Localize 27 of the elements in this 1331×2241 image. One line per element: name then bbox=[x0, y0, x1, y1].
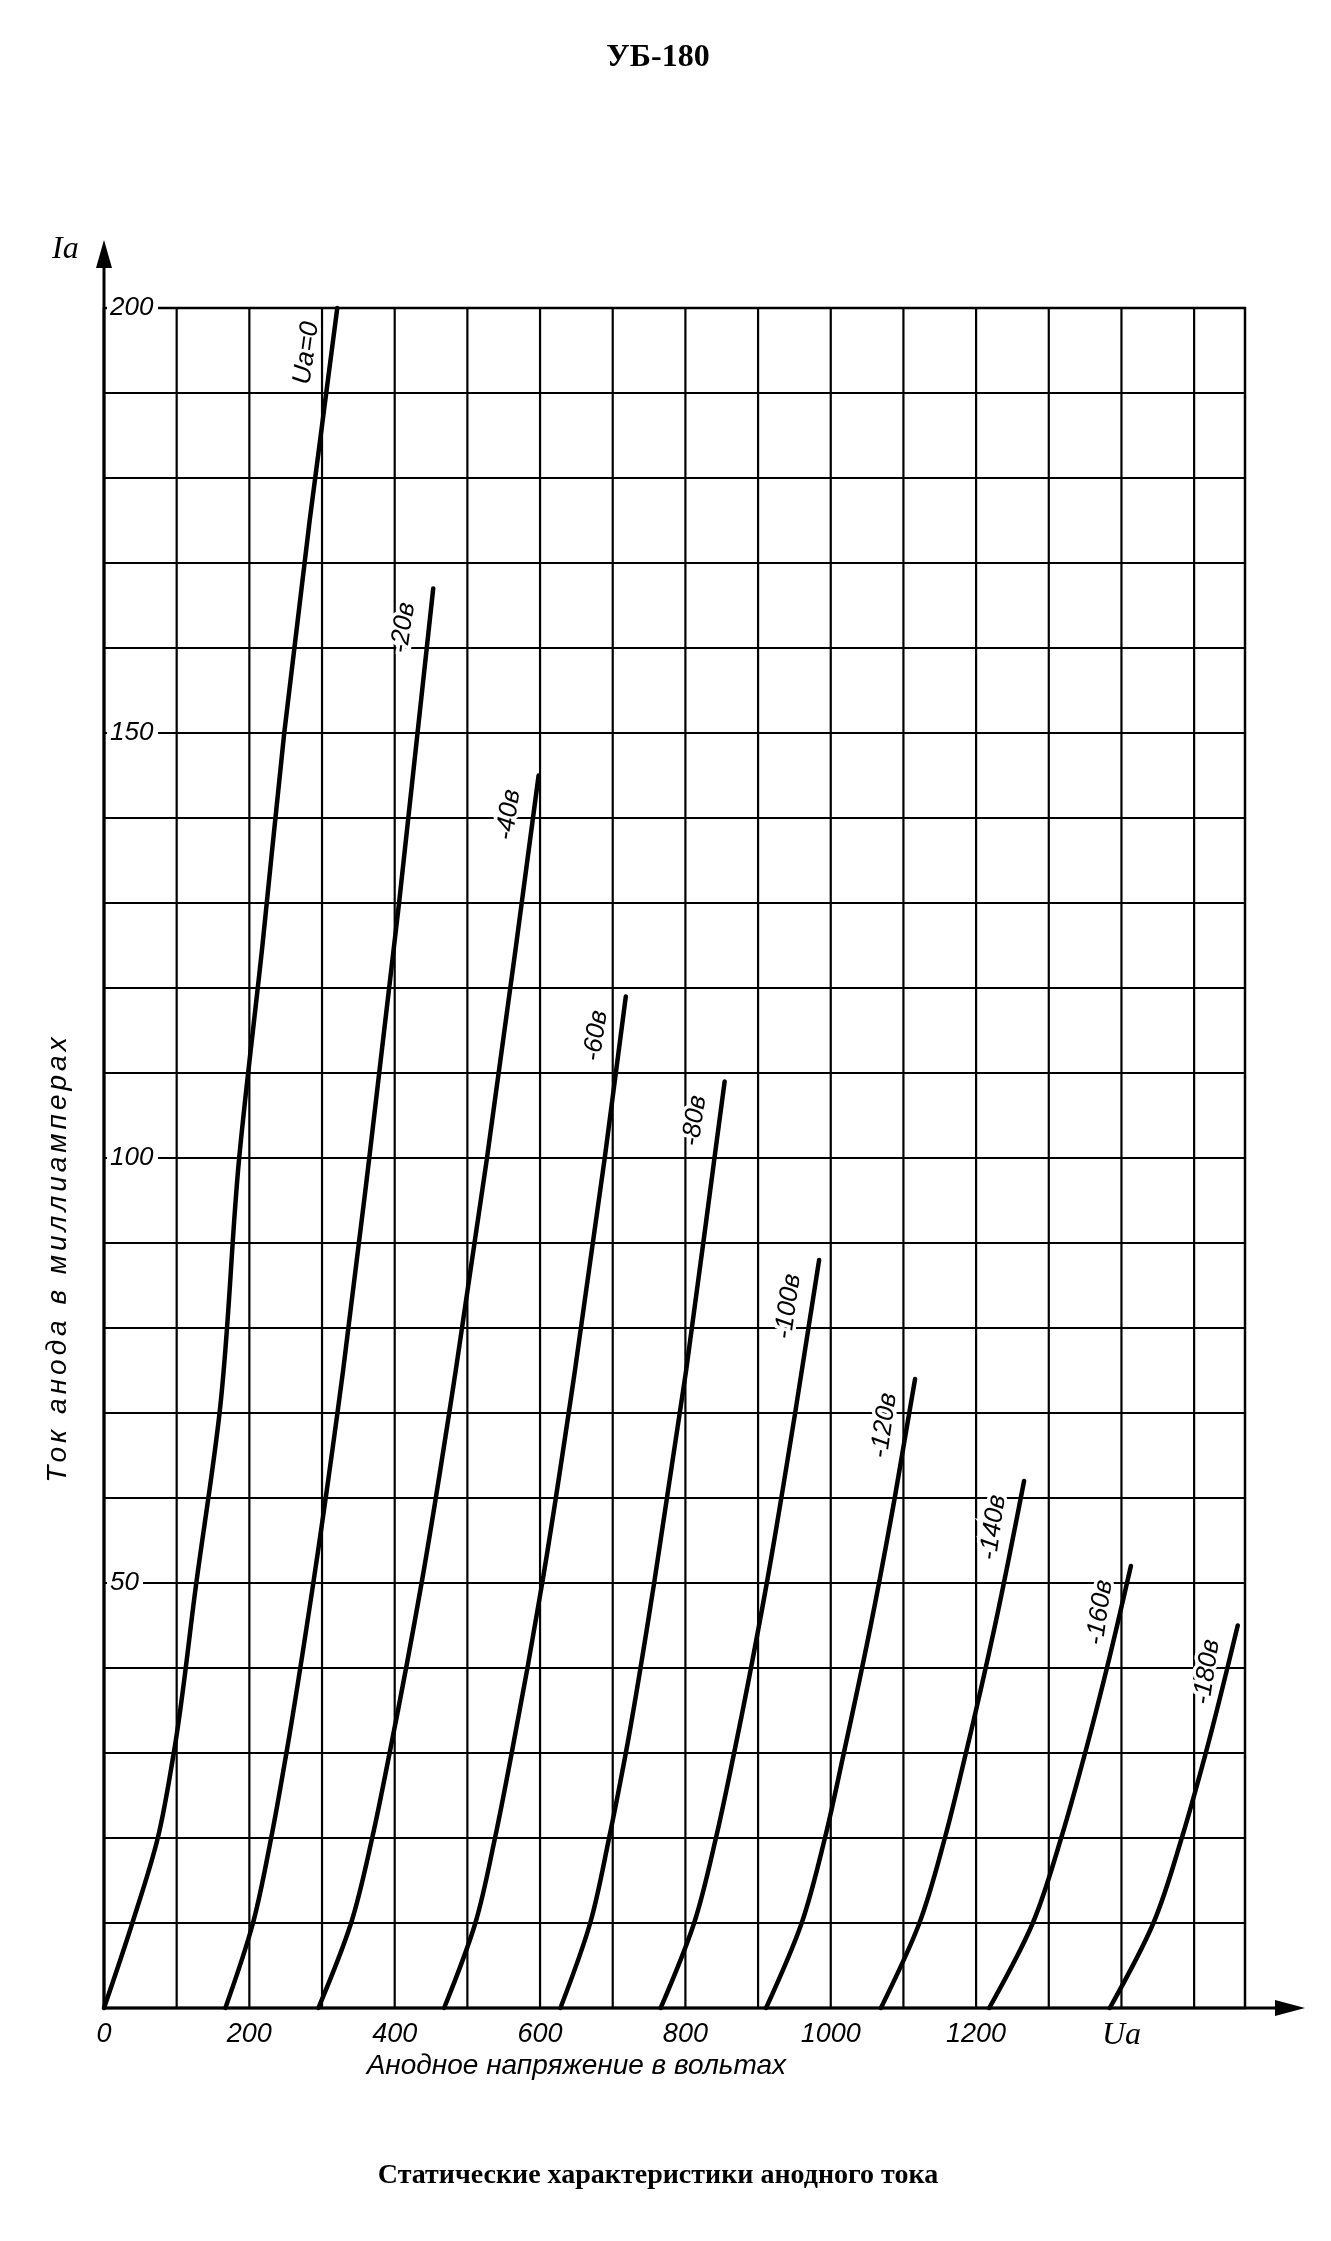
text: -60в bbox=[575, 1008, 613, 1063]
x-tick-label: 0 bbox=[96, 2018, 112, 2048]
text: Статические характеристики анодного тока bbox=[377, 2158, 939, 2189]
y-tick-label: 100 bbox=[110, 1140, 154, 1171]
text: -120в bbox=[862, 1390, 902, 1460]
text: -40в bbox=[488, 787, 526, 842]
x-tick-label: 400 bbox=[372, 2018, 418, 2048]
x-axis-title: Анодное напряжение в вольтах bbox=[364, 2049, 788, 2080]
chart-title: УБ-180 bbox=[606, 37, 710, 73]
x-tick-label: 600 bbox=[517, 2018, 563, 2048]
y-tick-label: 200 bbox=[109, 290, 154, 321]
text: Ua=0 bbox=[285, 319, 325, 387]
x-tick-label: 1000 bbox=[800, 2018, 861, 2048]
y-tick-label: 50 bbox=[110, 1565, 140, 1596]
text: -180в bbox=[1185, 1637, 1225, 1707]
text: -80в bbox=[674, 1093, 712, 1148]
text: -100в bbox=[767, 1271, 806, 1341]
x-tick-label: 800 bbox=[662, 2018, 708, 2048]
y-tick-label: 150 bbox=[110, 715, 154, 746]
y-axis-title: Ток анода в миллиамперах bbox=[41, 1033, 72, 1483]
x-tick-label: 1200 bbox=[946, 2018, 1007, 2048]
text: -160в bbox=[1078, 1577, 1118, 1647]
text: -20в bbox=[383, 600, 420, 655]
text: Ia bbox=[51, 229, 79, 265]
text: -140в bbox=[971, 1492, 1011, 1562]
text: Ua bbox=[1101, 2015, 1142, 2051]
x-tick-label: 200 bbox=[225, 2018, 272, 2048]
